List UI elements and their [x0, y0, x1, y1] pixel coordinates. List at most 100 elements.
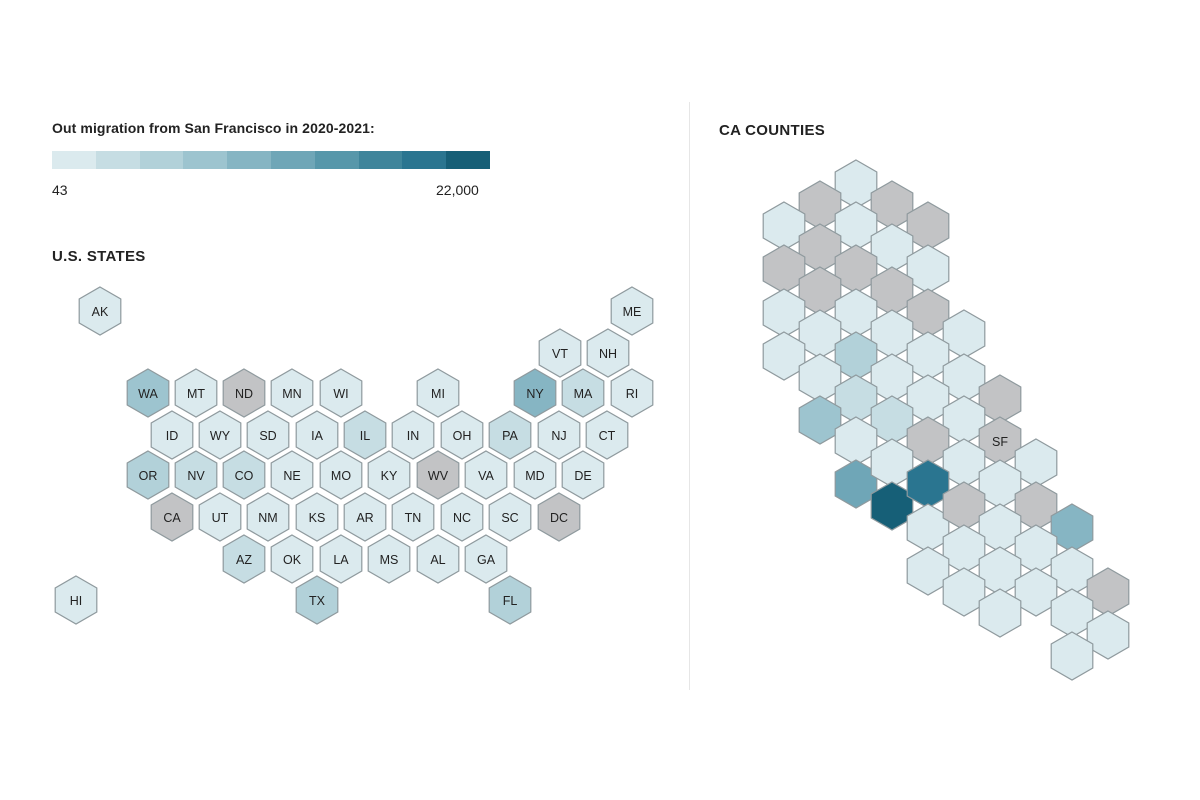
county-hex	[870, 223, 914, 273]
state-label: CA	[163, 511, 181, 525]
state-hex-co	[222, 450, 266, 500]
state-label: WI	[333, 387, 348, 401]
county-hex	[906, 244, 950, 294]
county-hex	[1050, 546, 1094, 596]
state-hex-ok	[270, 534, 314, 584]
state-label: MO	[331, 469, 351, 483]
state-hex-nv	[174, 450, 218, 500]
state-label: AZ	[236, 553, 252, 567]
county-hex	[798, 266, 842, 316]
state-label: MT	[187, 387, 205, 401]
county-hex	[834, 288, 878, 338]
legend-swatch	[270, 151, 315, 169]
county-hex	[978, 374, 1022, 424]
state-hex-wa	[126, 368, 170, 418]
state-label: FL	[503, 594, 518, 608]
county-hex	[762, 288, 806, 338]
county-hex	[798, 223, 842, 273]
state-hex-va	[464, 450, 508, 500]
state-label: WY	[210, 429, 231, 443]
state-label: GA	[477, 553, 496, 567]
state-label: MN	[282, 387, 301, 401]
state-label: IA	[311, 429, 323, 443]
county-hex	[870, 395, 914, 445]
state-label: NM	[258, 511, 277, 525]
state-label: MI	[431, 387, 445, 401]
county-hex	[834, 374, 878, 424]
state-hex-hi	[54, 575, 98, 625]
state-label: OH	[453, 429, 472, 443]
state-label: AR	[356, 511, 373, 525]
state-hex-ar	[343, 492, 387, 542]
state-hex-ma	[561, 368, 605, 418]
state-label: KS	[309, 511, 326, 525]
state-hex-nh	[586, 328, 630, 378]
state-hex-ca	[150, 492, 194, 542]
legend-min-label: 43	[52, 182, 68, 198]
state-hex-de	[561, 450, 605, 500]
counties-section-title: CA COUNTIES	[719, 122, 826, 139]
county-hex	[906, 503, 950, 553]
county-hex	[1014, 524, 1058, 574]
state-label: LA	[333, 553, 349, 567]
legend-max-label: 22,000	[436, 182, 479, 198]
panel-divider	[689, 102, 690, 690]
state-hex-sd	[246, 410, 290, 460]
state-label: NJ	[551, 429, 566, 443]
state-label: IL	[360, 429, 370, 443]
county-hex	[1014, 438, 1058, 488]
state-hex-nc	[440, 492, 484, 542]
county-hex	[798, 180, 842, 230]
state-label: OR	[139, 469, 158, 483]
legend-swatch	[95, 151, 140, 169]
state-hex-oh	[440, 410, 484, 460]
county-hex	[1050, 503, 1094, 553]
county-hex	[906, 374, 950, 424]
state-hex-ne	[270, 450, 314, 500]
state-hex-mi	[416, 368, 460, 418]
legend-swatch	[314, 151, 359, 169]
county-hex	[1050, 631, 1094, 681]
state-hex-ri	[610, 368, 654, 418]
state-label: MS	[380, 553, 399, 567]
county-hex	[834, 331, 878, 381]
state-label: SD	[259, 429, 276, 443]
state-label: VA	[478, 469, 494, 483]
county-hex	[870, 353, 914, 403]
county-hex	[834, 244, 878, 294]
county-hex	[906, 201, 950, 251]
state-hex-ct	[585, 410, 629, 460]
state-hex-wi	[319, 368, 363, 418]
county-hex	[942, 438, 986, 488]
state-hex-wv	[416, 450, 460, 500]
us-states-hex-map: AK ME VT NH WA MT ND MN WI MI NY MA RI ID WY SD IA IL IN OH…	[54, 286, 654, 625]
state-hex-tx	[295, 575, 339, 625]
county-hex	[870, 266, 914, 316]
county-hex	[978, 459, 1022, 509]
county-hex	[870, 309, 914, 359]
state-hex-vt	[538, 328, 582, 378]
state-label: TN	[405, 511, 422, 525]
state-label: PA	[502, 429, 518, 443]
county-hex	[906, 546, 950, 596]
state-hex-fl	[488, 575, 532, 625]
state-label: SC	[501, 511, 518, 525]
county-hex	[798, 395, 842, 445]
county-hex	[978, 503, 1022, 553]
state-label: HI	[70, 594, 83, 608]
state-hex-id	[150, 410, 194, 460]
legend-swatch	[402, 151, 447, 169]
county-hex	[870, 180, 914, 230]
state-label: CO	[235, 469, 254, 483]
state-hex-dc	[537, 492, 581, 542]
county-hex	[834, 159, 878, 209]
state-hex-ak	[78, 286, 122, 336]
county-hex	[978, 546, 1022, 596]
state-hex-il	[343, 410, 387, 460]
state-label: AK	[92, 305, 109, 319]
county-hex	[942, 524, 986, 574]
state-hex-tn	[391, 492, 435, 542]
county-label: SF	[992, 435, 1008, 449]
county-hex	[834, 201, 878, 251]
state-hex-ia	[295, 410, 339, 460]
